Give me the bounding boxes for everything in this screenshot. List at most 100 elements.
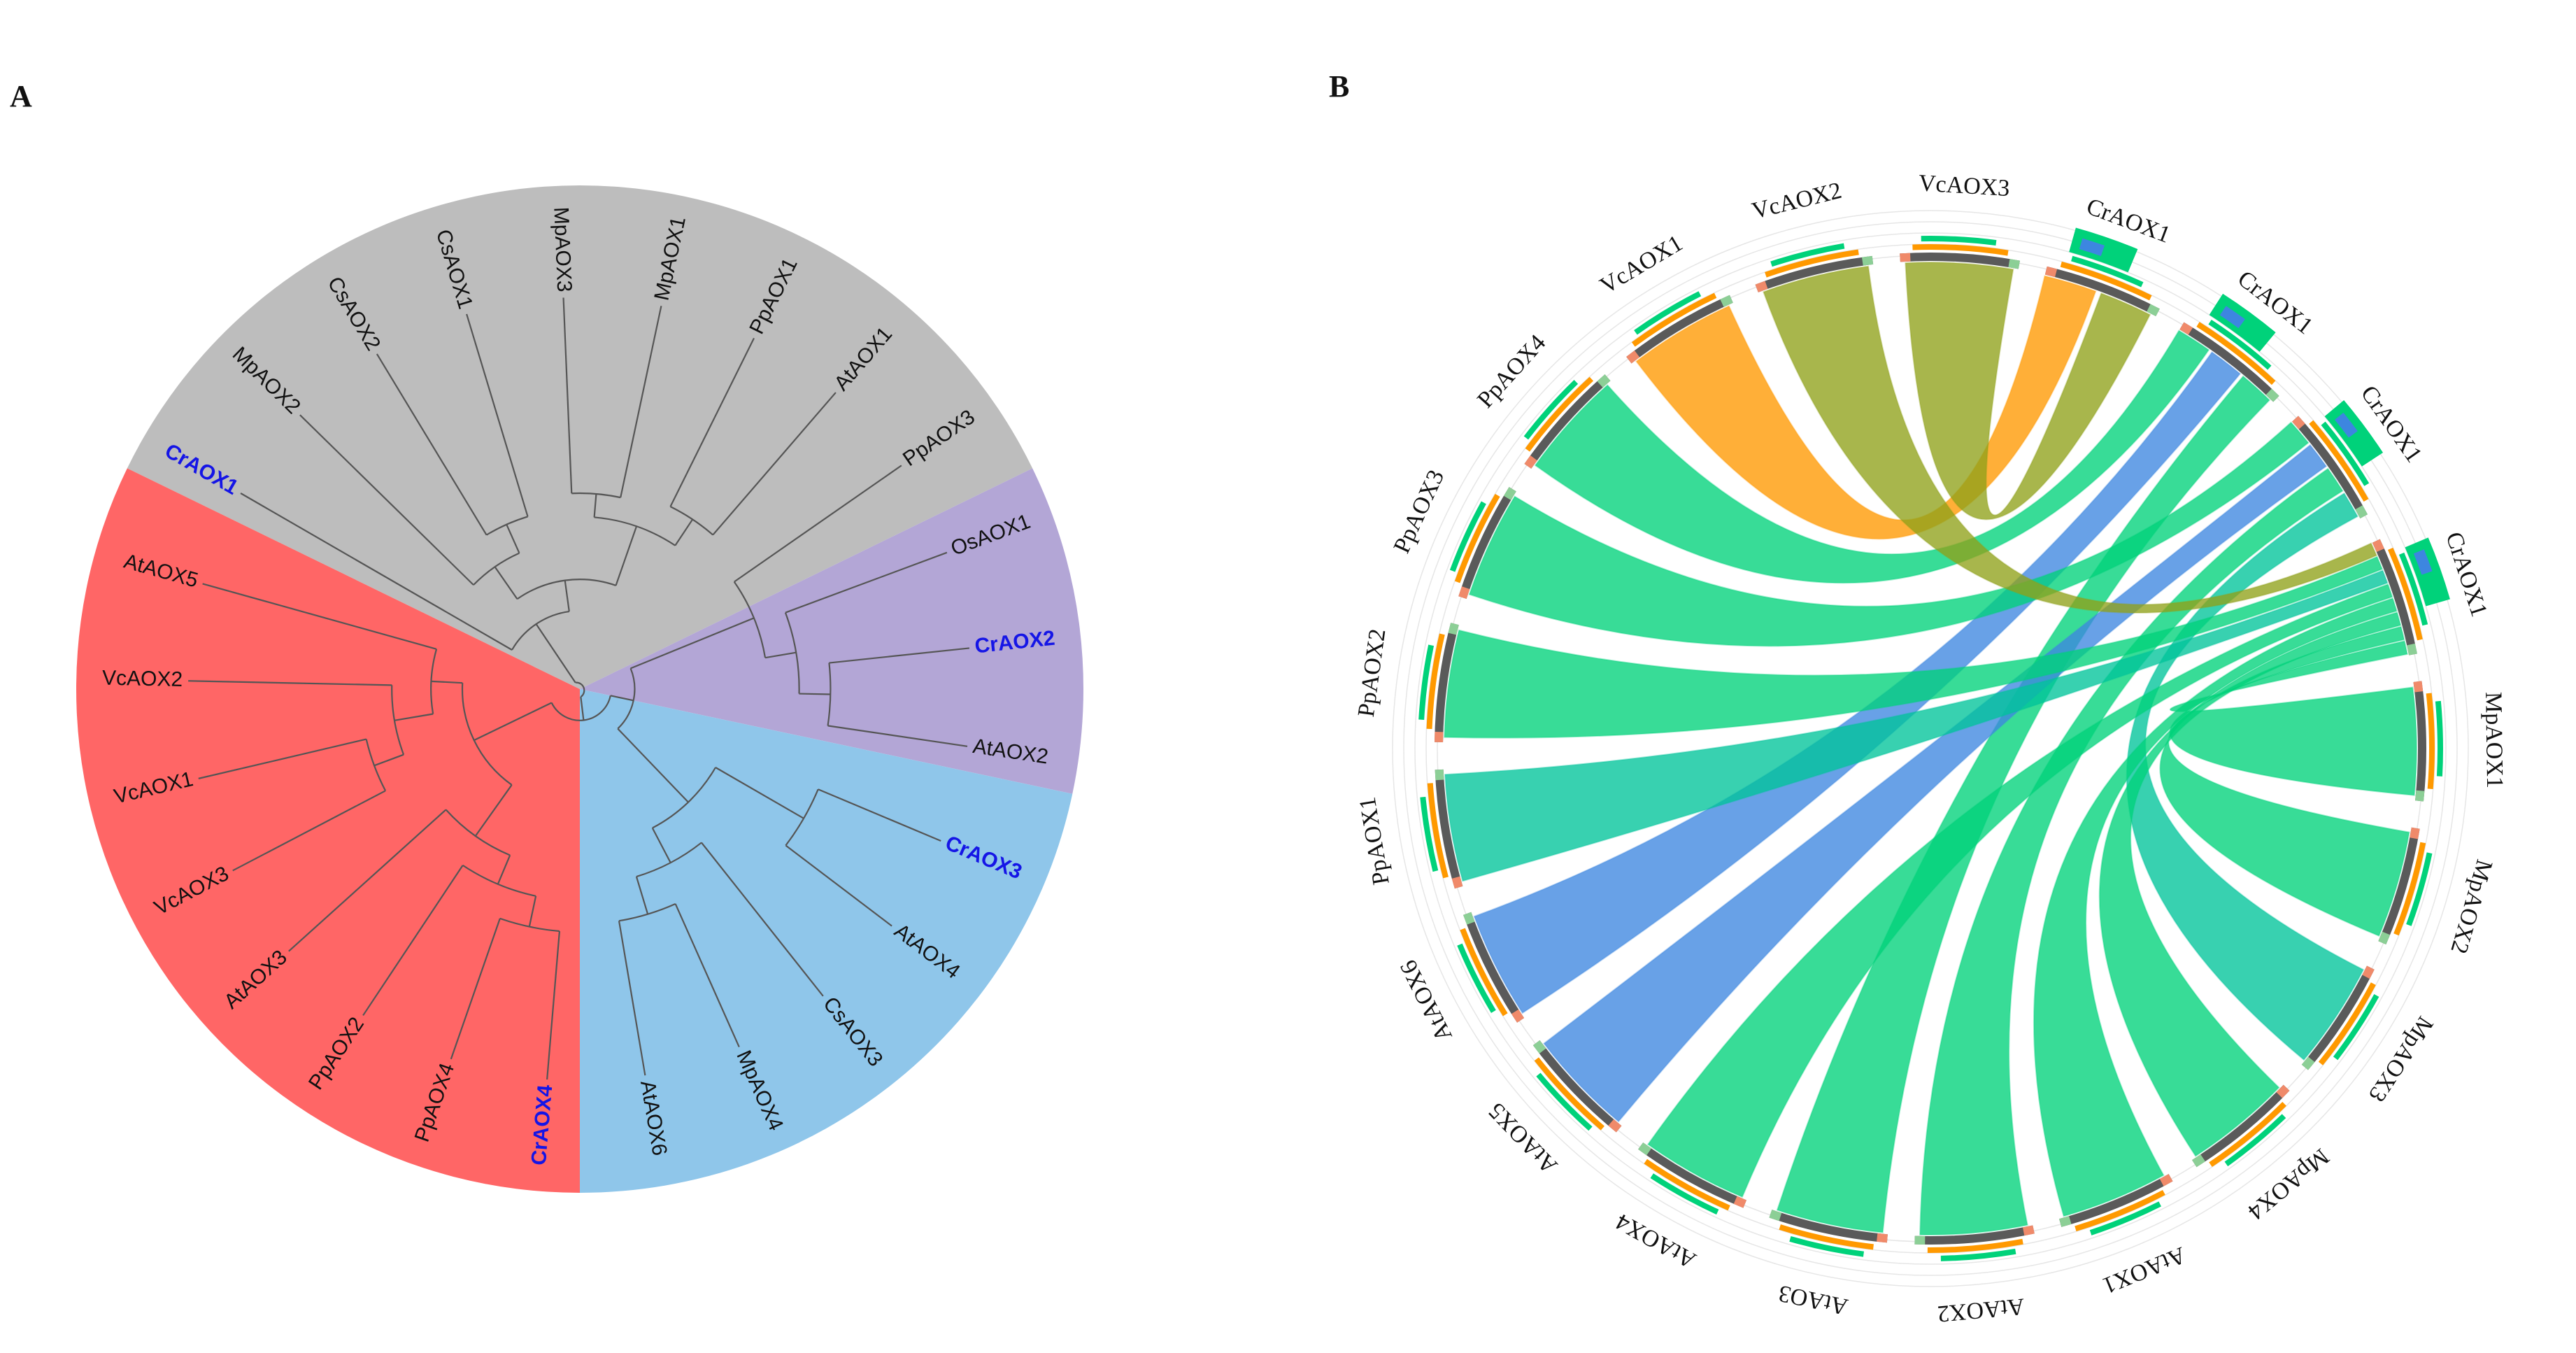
branch-edge (580, 696, 585, 721)
chord-link (1468, 421, 2310, 647)
chord-link (2169, 640, 2417, 796)
segment-cap (1524, 455, 1537, 469)
branch-edge (669, 337, 755, 507)
branch-edge (564, 580, 570, 612)
branch-edge (506, 524, 520, 554)
segment-bar (1435, 623, 1459, 742)
segment-track-green (1449, 501, 1486, 572)
branch-edge (288, 809, 447, 952)
branch-edge (202, 583, 437, 650)
branch-edge (674, 518, 694, 546)
chord-segment-label: AtAOX5 (1483, 1098, 1563, 1179)
chord-link (2033, 597, 2398, 1217)
segment-track-green (2208, 319, 2272, 370)
segment-bar (2378, 827, 2420, 944)
branch-arc (511, 610, 569, 651)
segment-cap (2022, 1225, 2035, 1236)
segment-track-green (1523, 379, 1579, 440)
segment-track-orange (2309, 420, 2369, 502)
tree-leaf-label: VcAOX2 (102, 667, 183, 691)
segment-cap (2159, 1174, 2173, 1186)
segment-track-green (2406, 852, 2433, 926)
segment-track-orange (2426, 693, 2435, 790)
segment-bar (1532, 1040, 1622, 1133)
branch-edge (562, 297, 573, 494)
branch-edge (827, 725, 968, 747)
segment-track-green (1921, 235, 1997, 246)
chord-diagram: CrAOX1CrAOX1CrAOX1CrAOX1MpAOX1MpAOX2MpAO… (1353, 170, 2507, 1326)
chord-segment-label: AtAOX6 (1395, 956, 1458, 1045)
branch-edge (528, 895, 537, 927)
segment-track-green (1418, 644, 1435, 720)
segment-cap (1458, 586, 1470, 599)
segment-cap (2378, 931, 2391, 944)
chord-segment-label: MpAOX4 (2243, 1143, 2334, 1224)
segment-cap (1914, 1235, 1926, 1245)
segment-track-green (1770, 243, 1845, 267)
segment-cap (2415, 790, 2425, 802)
branch-arc (462, 864, 536, 897)
chord-link (1473, 351, 2242, 1014)
branch-arc (499, 917, 560, 933)
segment-cap (2179, 322, 2193, 335)
chord-link (1763, 265, 2378, 614)
branch-edge (620, 306, 662, 498)
branch-edge (240, 493, 513, 651)
segment-track-green (1650, 1173, 1719, 1215)
ring (1414, 232, 2447, 1265)
tree-leaf-label: MpAOX3 (549, 206, 576, 292)
ring (1403, 221, 2458, 1276)
segment-cap (1597, 374, 1611, 388)
clade-wedge-purple (580, 468, 1084, 794)
segment-track-orange (2318, 982, 2376, 1065)
branch-edge (617, 728, 689, 803)
branch-edge (785, 844, 892, 927)
segment-track-orange (1912, 244, 2009, 256)
clade-wedge-red (76, 468, 580, 1193)
panel-b-letter: B (1329, 69, 1349, 104)
chord-segment-label: AtAO3 (1777, 1280, 1851, 1320)
segment-bar (2301, 965, 2375, 1070)
segment-cap (2372, 539, 2384, 553)
branch-edge (701, 842, 824, 997)
chord-segment-label: AtAOX4 (1611, 1208, 1700, 1273)
clade-wedges (76, 185, 1084, 1193)
branch-arc (594, 516, 676, 546)
branch-edge (799, 693, 831, 695)
segment-track-orange (2060, 261, 2152, 301)
segment-cap (1638, 1142, 1652, 1156)
segment-track-orange (2209, 1102, 2286, 1168)
chord-segment-label: MpAOX1 (2480, 692, 2507, 788)
segment-cap (1435, 769, 1444, 781)
segment-bar (1755, 255, 1874, 292)
chord-segment-label: AtAOX1 (2099, 1242, 2189, 1299)
segment-cap (1532, 1040, 1546, 1054)
branch-edge (618, 921, 646, 1076)
segment-cap (1503, 487, 1516, 500)
segment-track-orange (1927, 1238, 2023, 1253)
tree-branches (188, 297, 970, 1080)
branch-edge (497, 855, 511, 885)
segment-track-green (2089, 1201, 2162, 1235)
segment-bar (2372, 539, 2417, 656)
branch-edge (546, 930, 561, 1080)
segment-cap (1877, 1233, 1888, 1243)
branch-edge (764, 651, 797, 659)
segment-histogram-blue (2335, 412, 2358, 438)
segment-bar (2192, 1084, 2290, 1168)
segment-bar (1524, 374, 1611, 469)
segment-histogram-blue (2413, 549, 2433, 575)
branch-arc (550, 695, 611, 721)
branch-edge (651, 828, 671, 863)
chord-segment-label: MpAOX3 (2363, 1012, 2438, 1106)
branch-edge (494, 566, 518, 600)
branch-edge (785, 551, 948, 614)
segment-cap (1862, 255, 1874, 266)
branch-edge (615, 525, 638, 586)
segment-cap (2292, 416, 2305, 430)
branch-arc (391, 685, 405, 756)
segment-cap (2410, 827, 2420, 840)
chord-link (1919, 467, 2344, 1235)
